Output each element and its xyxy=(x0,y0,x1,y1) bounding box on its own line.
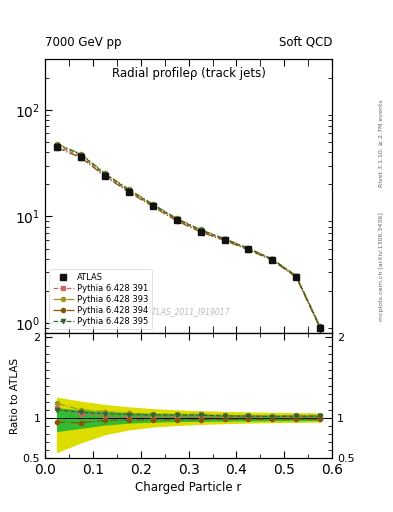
X-axis label: Charged Particle r: Charged Particle r xyxy=(136,481,242,494)
Text: Soft QCD: Soft QCD xyxy=(279,36,332,49)
Y-axis label: Ratio to ATLAS: Ratio to ATLAS xyxy=(10,358,20,434)
Text: Radial profileρ (track jets): Radial profileρ (track jets) xyxy=(112,67,266,80)
Text: 7000 GeV pp: 7000 GeV pp xyxy=(45,36,122,49)
Text: Rivet 3.1.10, ≥ 2.7M events: Rivet 3.1.10, ≥ 2.7M events xyxy=(379,99,384,187)
Legend: ATLAS, Pythia 6.428 391, Pythia 6.428 393, Pythia 6.428 394, Pythia 6.428 395: ATLAS, Pythia 6.428 391, Pythia 6.428 39… xyxy=(50,269,152,329)
Text: ATLAS_2011_I919017: ATLAS_2011_I919017 xyxy=(147,307,230,316)
Text: mcplots.cern.ch [arXiv:1306.3436]: mcplots.cern.ch [arXiv:1306.3436] xyxy=(379,212,384,321)
